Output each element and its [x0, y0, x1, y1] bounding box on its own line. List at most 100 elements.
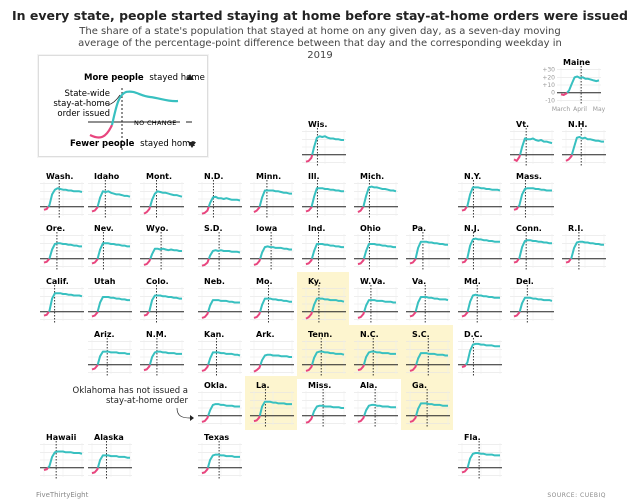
footer-brand: FiveThirtyEight [36, 491, 89, 499]
state-label-ny: N.Y. [464, 172, 481, 181]
series-positive-wyo [149, 247, 182, 260]
state-label-la: La. [256, 381, 270, 390]
highlight-sc [401, 325, 453, 379]
state-label-okla: Okla. [204, 381, 227, 390]
series-positive-wash [47, 187, 83, 208]
series-negative-ga [409, 415, 418, 423]
legend-positive-line [110, 90, 179, 126]
state-label-wis: Wis. [308, 120, 327, 129]
annotation-arrow-head-icon [190, 415, 194, 421]
series-positive-nev [96, 242, 130, 259]
series-negative-texas [201, 467, 209, 475]
series-negative-wis [305, 154, 314, 163]
series-negative-calif [43, 311, 50, 317]
state-label-tenn: Tenn. [308, 330, 332, 339]
state-label-idaho: Idaho [94, 172, 120, 181]
legend-arrow [107, 94, 121, 106]
series-positive-sd [207, 249, 241, 260]
series-negative-alaska [91, 467, 99, 475]
series-positive-va [414, 296, 449, 312]
series-positive-ky [311, 297, 345, 312]
series-positive-del [518, 296, 553, 312]
legend-box [38, 55, 208, 157]
series-negative-nd [201, 206, 210, 215]
series-negative-ore [43, 258, 51, 264]
series-positive-ala [363, 403, 396, 417]
series-positive-ny [466, 186, 501, 208]
series-negative-ala [357, 415, 366, 423]
legend: More people stayed home State-wide stay-a… [53, 73, 205, 150]
y-tick-label: 0 [551, 90, 555, 97]
series-negative-maine [560, 92, 568, 96]
series-negative-tenn [305, 364, 314, 372]
state-label-ga: Ga. [412, 381, 427, 390]
series-negative-mont [143, 206, 152, 215]
chart-title: In every state, people started staying a… [12, 8, 628, 23]
series-positive-mo [259, 297, 292, 312]
state-label-nm: N.M. [146, 330, 167, 339]
legend-order-line-0: State-wide [64, 89, 110, 99]
state-label-vt: Vt. [516, 120, 529, 129]
state-label-mo: Mo. [256, 277, 273, 286]
series-negative-ariz [91, 364, 99, 371]
series-negative-ind [305, 258, 313, 266]
state-label-sc: S.C. [412, 330, 430, 339]
series-positive-maine [566, 75, 600, 94]
state-label-nh: N.H. [568, 120, 587, 129]
series-positive-utah [96, 296, 130, 312]
series-positive-kan [207, 351, 241, 365]
series-negative-nj [461, 258, 468, 264]
state-label-utah: Utah [94, 277, 116, 286]
series-positive-texas [206, 453, 240, 468]
series-positive-nj [466, 237, 500, 260]
series-negative-la [253, 415, 261, 423]
series-negative-sd [201, 258, 210, 267]
series-negative-ny [461, 206, 468, 212]
series-positive-ark [259, 353, 292, 366]
series-negative-mich [357, 206, 365, 213]
state-label-md: Md. [464, 277, 481, 286]
state-label-ariz: Ariz. [94, 330, 115, 339]
series-negative-colo [143, 311, 150, 317]
series-negative-okla [201, 415, 210, 423]
series-negative-ill [305, 206, 313, 213]
series-negative-kan [201, 364, 210, 372]
legend-fewer-rest: stayed home [140, 139, 195, 149]
state-label-miss: Miss. [308, 381, 331, 390]
legend-order-line-1: stay-at-home [53, 99, 110, 109]
x-tick-label: May [593, 106, 606, 113]
series-negative-wva [357, 311, 366, 319]
series-negative-mo [253, 311, 262, 319]
series-positive-neb [207, 299, 240, 312]
y-tick-label: +20 [542, 74, 555, 81]
legend-fewer: Fewer people stayed home [70, 139, 196, 149]
state-label-mass: Mass. [516, 172, 542, 181]
legend-no-change: NO CHANGE [134, 119, 177, 127]
series-positive-ariz [96, 350, 130, 365]
series-negative-ohio [357, 258, 365, 266]
state-label-nev: Nev. [94, 224, 114, 233]
state-label-ore: Ore. [46, 224, 65, 233]
state-label-calif: Calif. [46, 277, 69, 286]
series-positive-ore [48, 242, 82, 259]
legend-negative-line [89, 124, 113, 139]
series-negative-dc [461, 364, 467, 368]
state-label-maine: Maine [563, 58, 591, 67]
state-label-mont: Mont. [146, 172, 172, 181]
series-negative-hawaii [43, 467, 49, 471]
series-negative-wyo [143, 258, 152, 266]
series-positive-nh [570, 136, 604, 155]
x-tick-label: April [573, 106, 587, 113]
series-positive-pa [414, 240, 448, 259]
state-label-dc: D.C. [464, 330, 483, 339]
series-positive-nd [207, 195, 241, 208]
series-positive-miss [311, 404, 344, 417]
state-label-wash: Wash. [46, 172, 73, 181]
series-negative-va [409, 311, 417, 318]
series-positive-nm [148, 350, 182, 365]
legend-down-triangle-icon [188, 142, 196, 148]
state-label-iowa: Iowa [256, 224, 277, 233]
footer-source: SOURCE: CUEBIQ [547, 492, 606, 499]
series-positive-hawaii [47, 450, 83, 469]
